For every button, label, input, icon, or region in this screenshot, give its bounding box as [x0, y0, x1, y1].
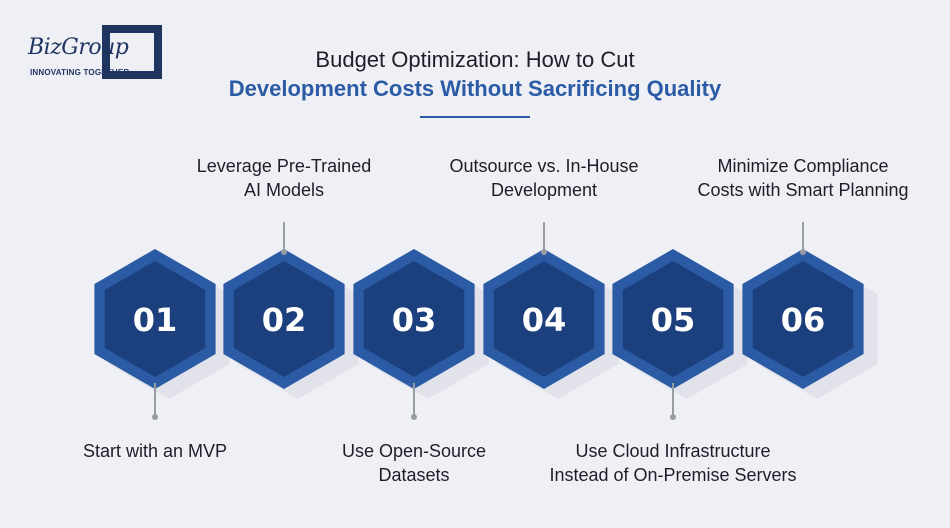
hexagon-layer: 01 02 03 04 05 06: [94, 249, 864, 389]
step-number-06: 06: [781, 301, 826, 339]
step-label-line: Use Cloud Infrastructure: [575, 441, 771, 461]
connector-dot-05: [670, 414, 676, 420]
hexagon-inner-01: [104, 261, 206, 377]
step-label-06: Minimize Compliance Costs with Smart Plan…: [653, 154, 950, 202]
step-label-line: Datasets: [378, 465, 450, 485]
step-number-05: 05: [651, 301, 696, 339]
step-label-05: Use Cloud Infrastructure Instead of On-Pr…: [523, 439, 823, 487]
step-label-line: Use Open-Source: [341, 441, 487, 461]
hexagon-inner-05: [622, 261, 724, 377]
brand-tagline: INNOVATING TOGETHER: [30, 68, 130, 77]
hexagon-inner-03: [363, 261, 465, 377]
step-label-02: Leverage Pre-Trained AI Models: [134, 154, 434, 202]
hexagon-inner-02: [233, 261, 335, 377]
connector-line-03: [413, 383, 415, 417]
step-label-line: Minimize Compliance: [717, 156, 889, 176]
step-label-line: Development: [490, 180, 598, 200]
step-label-line: Outsource vs. In-House: [449, 156, 639, 176]
connector-dot-06: [800, 249, 806, 255]
page-subtitle: Development Costs Without Sacrificing Qu…: [228, 76, 722, 101]
step-number-01: 01: [133, 301, 178, 339]
title-underline: [420, 116, 530, 118]
connector-line-05: [672, 383, 674, 417]
page-title: Budget Optimization: How to Cut: [315, 47, 635, 72]
step-label-03: Use Open-Source Datasets: [264, 439, 564, 487]
connector-dot-03: [411, 414, 417, 420]
brand-name: BizGroup: [28, 35, 129, 60]
connector-line-06: [802, 222, 804, 252]
step-label-01: Start with an MVP: [5, 439, 305, 463]
step-label-line: AI Models: [243, 180, 325, 200]
step-label-04: Outsource vs. In-House Development: [394, 154, 694, 202]
step-label-line: Costs with Smart Planning: [697, 180, 909, 200]
step-number-04: 04: [522, 301, 567, 339]
hexagon-inner-06: [752, 261, 854, 377]
hexagon-inner-04: [493, 261, 595, 377]
connector-dot-04: [541, 249, 547, 255]
step-number-02: 02: [262, 301, 307, 339]
connector-line-04: [543, 222, 545, 252]
step-label-line: Leverage Pre-Trained: [196, 156, 372, 176]
step-label-line: Instead of On-Premise Servers: [549, 465, 797, 485]
connector-line-01: [154, 383, 156, 417]
connector-line-02: [283, 222, 285, 252]
connector-dot-01: [152, 414, 158, 420]
step-label-line: Start with an MVP: [82, 441, 228, 461]
connector-dot-02: [281, 249, 287, 255]
step-number-03: 03: [392, 301, 437, 339]
brand-logo: BizGroup INNOVATING TOGETHER: [22, 25, 162, 87]
